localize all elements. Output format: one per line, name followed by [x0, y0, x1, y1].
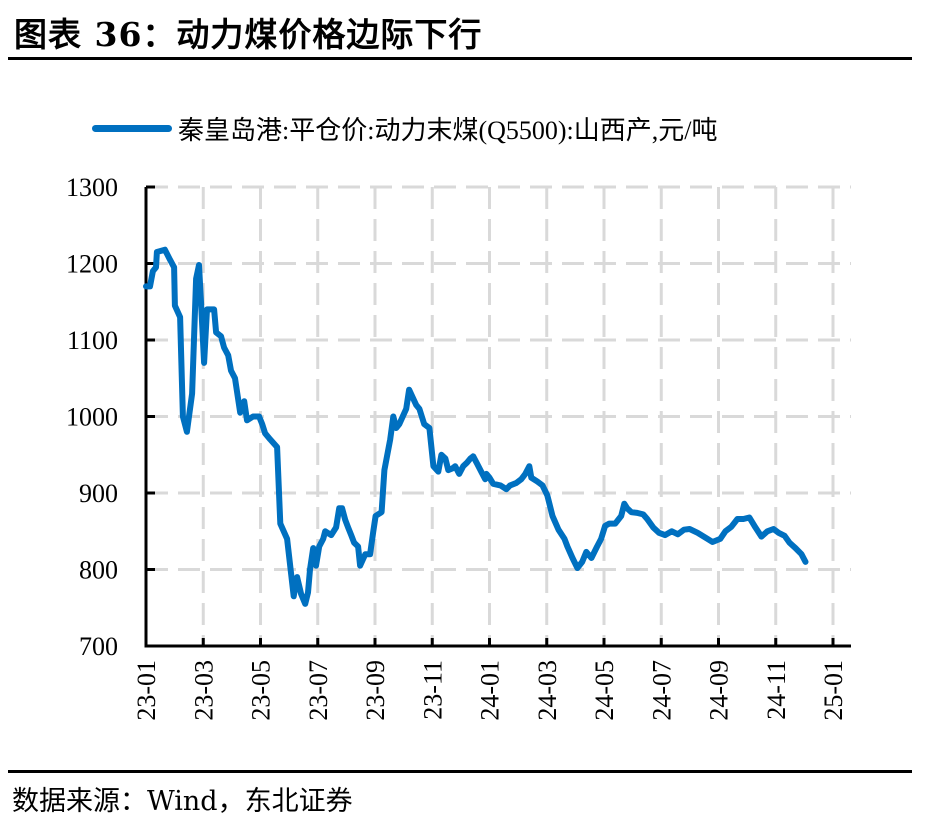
x-tick-label: 23-03: [189, 660, 218, 721]
x-tick-label: 24-07: [647, 660, 676, 721]
x-tick-label: 24-05: [590, 660, 619, 721]
x-tick-label: 23-09: [361, 660, 390, 721]
y-axis-labels: 700 800 900 1000 1100 1200 1300: [66, 173, 118, 661]
y-tick-label: 700: [79, 632, 118, 661]
legend-label: 秦皇岛港:平仓价:动力末煤(Q5500):山西产,元/吨: [178, 115, 718, 145]
price-line: [143, 246, 809, 607]
x-tick-label: 23-07: [304, 660, 333, 721]
figure-title: 图表 36：动力煤价格边际下行: [14, 15, 483, 54]
x-tick-label: 24-01: [476, 660, 505, 721]
x-tick-label: 24-03: [533, 660, 562, 721]
x-tick-label: 25-01: [819, 660, 848, 721]
data-source: 数据来源：Wind，东北证券: [12, 786, 353, 817]
axes: [144, 185, 851, 648]
x-tick-label: 24-11: [762, 660, 791, 720]
bottom-rule: [8, 770, 912, 773]
y-tick-label: 1100: [67, 326, 118, 355]
top-rule: [8, 57, 912, 60]
x-tick-label: 23-01: [132, 660, 161, 721]
y-tick-label: 900: [79, 479, 118, 508]
y-tick-label: 1000: [66, 403, 118, 432]
y-tick-label: 800: [79, 556, 118, 585]
y-tick-label: 1200: [66, 250, 118, 279]
chart-legend: 秦皇岛港:平仓价:动力末煤(Q5500):山西产,元/吨: [92, 108, 718, 148]
x-tick-label: 24-09: [705, 660, 734, 721]
x-tick-label: 23-05: [247, 660, 276, 721]
x-axis-labels: 23-01 23-03 23-05 23-07 23-09 23-11 24-01 24-03…: [132, 660, 848, 721]
legend-swatch: [92, 124, 172, 132]
x-tick-label: 23-11: [418, 660, 447, 720]
y-tick-label: 1300: [66, 173, 118, 202]
